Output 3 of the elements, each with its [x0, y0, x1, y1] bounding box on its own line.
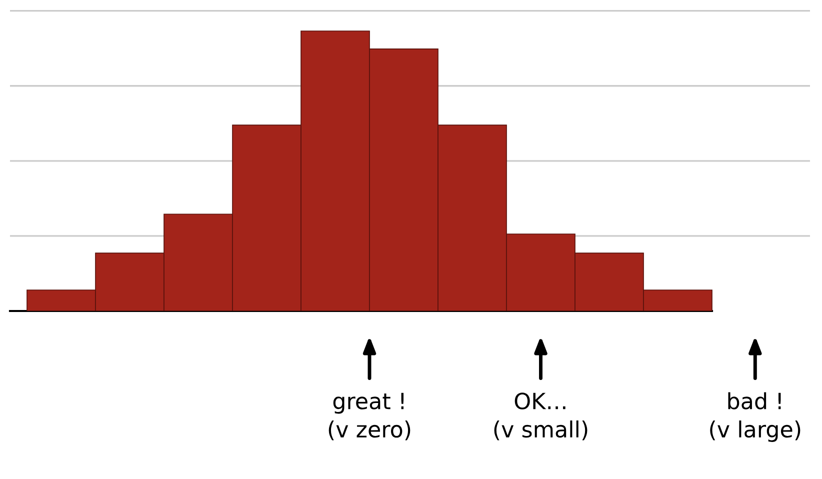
text: great ! (v zero)	[328, 392, 410, 440]
text: bad ! (v large)	[710, 392, 800, 442]
text: OK… (v small)	[494, 392, 588, 440]
